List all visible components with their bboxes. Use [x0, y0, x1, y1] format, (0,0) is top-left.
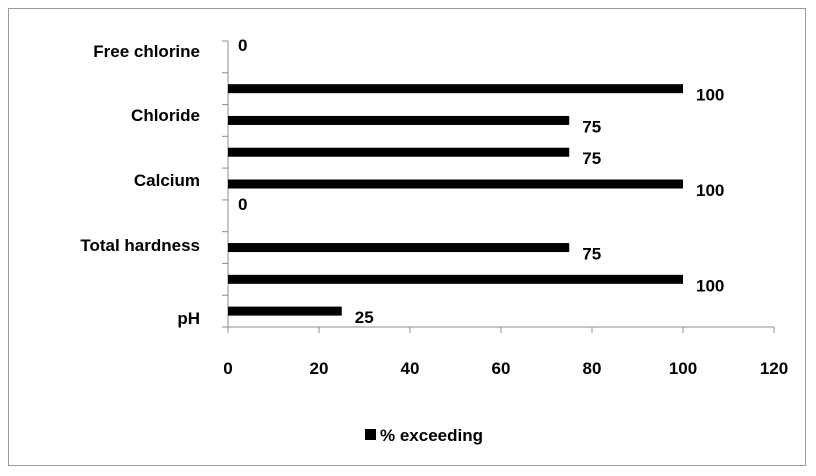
bar [228, 179, 683, 189]
data-label: 0 [238, 36, 247, 55]
bar [228, 147, 570, 157]
legend-swatch [365, 429, 376, 440]
data-label: 100 [696, 276, 724, 295]
data-label: 75 [582, 117, 601, 136]
legend-label: % exceeding [380, 426, 483, 445]
data-label: 75 [582, 149, 601, 168]
category-label: Calcium [134, 171, 200, 190]
data-label: 100 [696, 181, 724, 200]
x-tick-label: 60 [492, 359, 511, 378]
category-label: Total hardness [80, 236, 200, 255]
bar [228, 115, 570, 125]
x-tick-label: 20 [310, 359, 329, 378]
x-tick-label: 80 [583, 359, 602, 378]
category-label: Free chlorine [93, 42, 200, 61]
x-tick-label: 40 [401, 359, 420, 378]
data-label: 75 [582, 245, 601, 264]
data-label: 0 [238, 195, 247, 214]
bar [228, 243, 570, 253]
x-tick-label: 120 [760, 359, 788, 378]
x-tick-labels: 0 20 40 60 80 100 120 [223, 359, 788, 378]
bar [228, 274, 683, 284]
chart-bars [228, 84, 683, 316]
legend: % exceeding [365, 426, 483, 445]
category-label: pH [177, 309, 200, 328]
data-label: 25 [355, 308, 374, 327]
value-labels: 0 100 75 75 100 0 75 100 25 [238, 36, 724, 327]
bar [228, 306, 342, 316]
bar [228, 84, 683, 94]
x-tick-label: 100 [669, 359, 697, 378]
category-label: Chloride [131, 106, 200, 125]
category-labels: Free chlorine Chloride Calcium Total hardne… [80, 42, 200, 328]
data-label: 100 [696, 86, 724, 105]
x-tick-label: 0 [223, 359, 232, 378]
